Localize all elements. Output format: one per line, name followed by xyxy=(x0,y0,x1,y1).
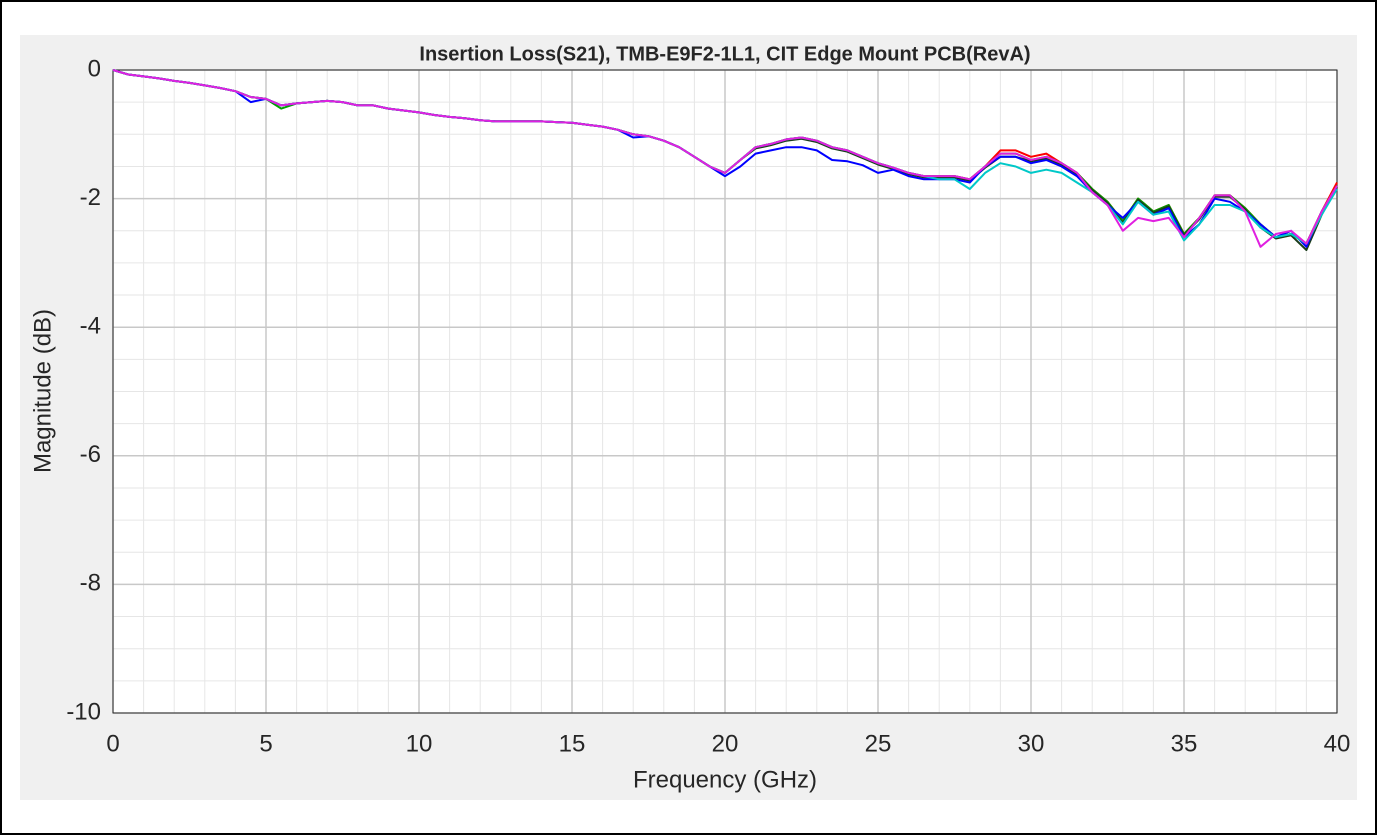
x-tick-label: 15 xyxy=(559,730,586,757)
y-tick-label: -2 xyxy=(80,184,101,211)
x-tick-label: 35 xyxy=(1171,730,1198,757)
x-axis-label: Frequency (GHz) xyxy=(633,766,817,793)
series-line xyxy=(112,69,1338,248)
y-tick-label: -8 xyxy=(80,570,101,597)
x-tick-label: 40 xyxy=(1324,730,1351,757)
axes-box xyxy=(112,69,1338,714)
x-tick-label: 25 xyxy=(865,730,892,757)
x-tick-label: 10 xyxy=(406,730,433,757)
x-tick-label: 0 xyxy=(106,730,119,757)
y-tick-label: -10 xyxy=(66,698,101,725)
y-tick-label: -6 xyxy=(80,441,101,468)
x-tick-label: 5 xyxy=(259,730,272,757)
y-axis-label: Magnitude (dB) xyxy=(29,309,56,473)
y-tick-label: 0 xyxy=(88,55,101,82)
x-tick-label: 30 xyxy=(1018,730,1045,757)
x-tick-label: 20 xyxy=(712,730,739,757)
y-tick-label: -4 xyxy=(80,313,101,340)
chart-title: Insertion Loss(S21), TMB-E9F2-1L1, CIT E… xyxy=(419,43,1030,65)
